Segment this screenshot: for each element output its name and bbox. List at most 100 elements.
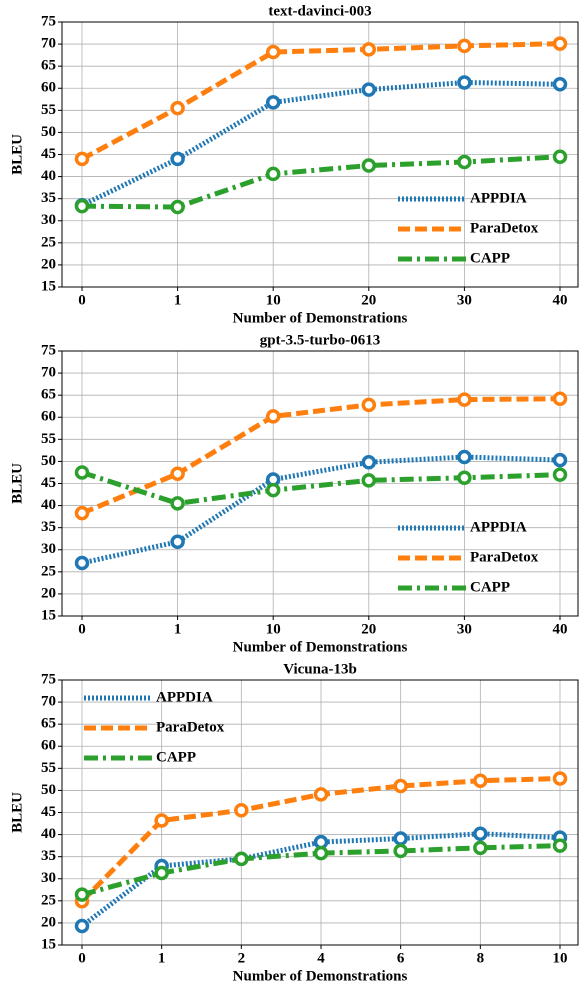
x-tick-label: 0 (78, 621, 86, 637)
y-tick-label: 25 (41, 563, 56, 579)
data-point (170, 534, 185, 550)
data-point (393, 831, 408, 846)
data-point (393, 778, 408, 794)
chart-title: Vicuna-13b (283, 661, 357, 677)
series-line (80, 41, 561, 162)
y-tick-label: 55 (41, 102, 56, 118)
y-tick-label: 60 (41, 409, 56, 425)
data-point (361, 82, 377, 97)
data-point (552, 77, 568, 92)
x-axis-label: Number of Demonstrations (233, 968, 408, 984)
x-tick-label: 10 (553, 950, 568, 966)
y-tick-label: 30 (41, 541, 56, 557)
data-point (552, 467, 568, 482)
x-tick-label: 2 (238, 950, 246, 966)
y-tick-label: 65 (41, 716, 56, 732)
y-tick-label: 75 (41, 671, 56, 687)
data-point (552, 36, 568, 51)
x-tick-label: 10 (266, 621, 281, 637)
y-tick-label: 40 (41, 826, 56, 842)
x-axis-label: Number of Demonstrations (233, 639, 408, 655)
y-axis-label: BLEU (9, 463, 25, 504)
data-point (457, 470, 472, 486)
data-point (457, 38, 472, 54)
y-tick-label: 45 (41, 146, 56, 162)
legend-label: ParaDetox (156, 719, 225, 735)
data-point (74, 918, 90, 934)
data-point (265, 95, 281, 110)
y-tick-label: 55 (41, 431, 56, 447)
data-point (457, 392, 472, 407)
x-tick-label: 30 (457, 292, 472, 308)
x-tick-label: 0 (78, 292, 86, 308)
data-point (361, 397, 377, 413)
data-point (552, 771, 568, 786)
data-point (473, 773, 488, 788)
data-point (552, 838, 568, 853)
x-tick-label: 0 (78, 950, 86, 966)
data-point (393, 843, 408, 859)
plot-frame (61, 350, 579, 617)
y-tick-label: 25 (41, 892, 56, 908)
data-point (313, 845, 329, 861)
y-tick-label: 20 (41, 914, 56, 930)
y-tick-label: 70 (41, 36, 56, 52)
data-point (457, 449, 472, 465)
x-tick-label: 40 (553, 621, 568, 637)
data-point (457, 154, 472, 170)
y-tick-label: 70 (41, 365, 56, 381)
y-tick-label: 35 (41, 848, 56, 864)
data-point (74, 465, 90, 480)
data-point (457, 75, 472, 90)
x-tick-label: 8 (477, 950, 485, 966)
chart-title: text-davinci-003 (268, 3, 371, 19)
data-point (265, 166, 281, 182)
x-tick-label: 1 (174, 621, 182, 637)
legend-label: APPDIA (470, 190, 527, 206)
x-tick-label: 4 (317, 950, 325, 966)
y-tick-label: 30 (41, 870, 56, 886)
y-tick-label: 75 (41, 13, 56, 29)
legend-label: ParaDetox (470, 220, 539, 236)
data-point (265, 409, 281, 424)
x-tick-label: 6 (397, 950, 405, 966)
series-line (81, 154, 561, 210)
legend-label: APPDIA (156, 689, 213, 705)
y-tick-label: 40 (41, 497, 56, 513)
data-point (552, 149, 568, 164)
x-tick-label: 1 (174, 292, 182, 308)
x-tick-label: 40 (553, 292, 568, 308)
data-point (265, 482, 281, 498)
data-point (361, 42, 377, 57)
data-point (234, 803, 249, 818)
y-tick-label: 65 (41, 58, 56, 74)
y-tick-label: 25 (41, 234, 56, 250)
plot-frame (61, 679, 579, 946)
legend-label: CAPP (470, 250, 510, 266)
data-point (74, 198, 90, 214)
data-point (154, 813, 169, 828)
y-tick-label: 60 (41, 80, 56, 96)
x-tick-label: 20 (361, 621, 376, 637)
data-point (170, 100, 185, 116)
y-tick-label: 15 (41, 936, 56, 952)
data-point (552, 452, 568, 468)
legend-label: CAPP (156, 749, 196, 765)
y-tick-label: 15 (41, 278, 56, 294)
data-point (361, 473, 377, 488)
y-tick-label: 45 (41, 475, 56, 491)
series-line (81, 454, 561, 566)
x-tick-label: 1 (158, 950, 166, 966)
data-point (170, 199, 185, 215)
x-tick-label: 10 (266, 292, 281, 308)
data-point (170, 151, 185, 167)
y-tick-label: 20 (41, 256, 56, 272)
data-point (170, 496, 185, 511)
x-tick-label: 30 (457, 621, 472, 637)
data-point (361, 455, 377, 470)
series-line (81, 396, 561, 516)
y-axis-label: BLEU (9, 134, 25, 175)
y-tick-label: 35 (41, 190, 56, 206)
y-tick-label: 65 (41, 387, 56, 403)
data-point (473, 840, 488, 856)
